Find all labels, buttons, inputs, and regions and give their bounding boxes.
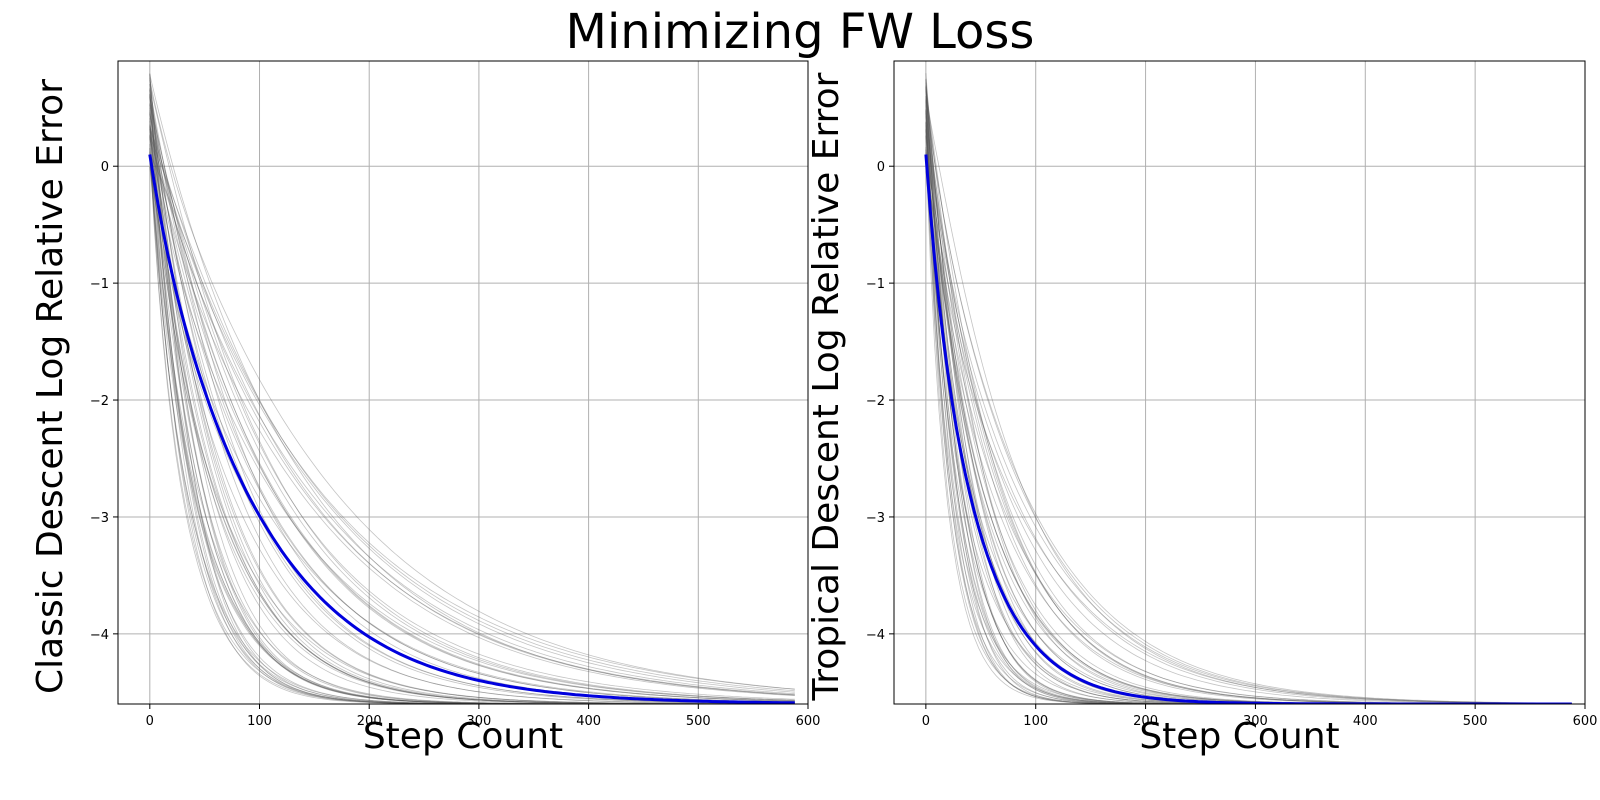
run-line [925, 97, 1572, 704]
x-tick-label: 400 [1353, 714, 1378, 729]
run-line [149, 94, 795, 704]
y-axis-label: Tropical Descent Log Relative Error [806, 72, 847, 701]
axes-frame [117, 60, 809, 705]
run-line [925, 147, 1572, 704]
run-line [149, 158, 795, 704]
run-line [925, 122, 1572, 704]
run-line [149, 154, 795, 704]
run-line [149, 124, 795, 695]
mean-line [924, 154, 1572, 704]
run-line [149, 95, 795, 702]
run-line [925, 109, 1572, 704]
run-line [149, 103, 795, 704]
run-line [925, 130, 1572, 704]
run-line [925, 85, 1572, 704]
run-line [925, 96, 1572, 704]
run-line [149, 88, 795, 704]
run-line [149, 129, 795, 696]
y-tick-label: −1 [866, 277, 885, 292]
run-line [149, 151, 795, 704]
classic-descent-panel: 0 100 200 300 400 500 600 0 −1 −2 −3 −4 Step Count Cl… [30, 60, 821, 757]
run-line [925, 78, 1572, 704]
run-line [149, 118, 795, 704]
x-tick-label: 100 [1023, 714, 1048, 729]
run-line [925, 79, 1572, 704]
y-axis-label: Classic Descent Log Relative Error [30, 79, 71, 694]
run-line [149, 136, 795, 692]
run-line [149, 138, 795, 695]
run-line [149, 104, 795, 702]
run-line [925, 86, 1572, 704]
run-line [149, 121, 795, 704]
run-line [149, 166, 795, 704]
run-line [149, 125, 795, 704]
x-tick-label: 600 [1573, 714, 1598, 729]
x-axis-label: Step Count [363, 716, 563, 757]
run-line [925, 100, 1572, 704]
x-tick-label: 600 [796, 714, 821, 729]
run-line [149, 126, 795, 696]
run-line [925, 158, 1572, 704]
mean-line [148, 154, 795, 704]
run-line [925, 134, 1572, 704]
run-line [149, 154, 795, 703]
run-line [149, 77, 795, 704]
x-axis-label: Step Count [1139, 716, 1339, 757]
run-line [149, 84, 795, 702]
axes-frame [893, 60, 1586, 705]
y-tick-label: 0 [877, 160, 885, 175]
run-line [149, 79, 795, 690]
run-line [149, 110, 795, 704]
tropical-descent-panel: 0 100 200 300 400 500 600 0 −1 −2 −3 −4 Step Count Tr… [806, 60, 1598, 757]
run-line [925, 154, 1572, 704]
y-tick-label: −3 [90, 511, 109, 526]
run-line [925, 111, 1572, 704]
x-tick-label: 100 [247, 714, 272, 729]
x-tick-label: 400 [576, 714, 601, 729]
run-line [149, 84, 795, 701]
y-tick-label: −2 [90, 394, 109, 409]
run-line [149, 74, 795, 696]
x-tick-label: 0 [146, 714, 154, 729]
run-line [925, 164, 1572, 704]
y-tick-label: −1 [90, 277, 109, 292]
run-line [149, 96, 795, 701]
run-line [149, 128, 795, 700]
run-line [149, 113, 795, 693]
run-line [925, 152, 1572, 704]
run-line [149, 153, 795, 690]
run-line [925, 109, 1572, 704]
x-tick-label: 500 [1463, 714, 1488, 729]
x-tick-label: 300 [1243, 714, 1268, 729]
y-tick-label: 0 [101, 160, 109, 175]
x-tick-label: 0 [922, 714, 930, 729]
y-tick-label: −4 [90, 628, 109, 643]
y-tick-label: −3 [866, 511, 885, 526]
run-line [149, 96, 795, 704]
run-line [149, 135, 795, 704]
x-tick-label: 200 [1133, 714, 1158, 729]
run-line [925, 136, 1572, 704]
run-line [925, 99, 1572, 704]
x-tick-label: 500 [686, 714, 711, 729]
x-tick-label: 300 [466, 714, 491, 729]
figure-title: Minimizing FW Loss [565, 4, 1035, 60]
run-line [925, 124, 1572, 704]
run-line [925, 105, 1572, 704]
y-tick-label: −4 [866, 628, 885, 643]
run-line [925, 89, 1572, 704]
x-tick-label: 200 [357, 714, 382, 729]
y-tick-label: −2 [866, 394, 885, 409]
run-line [149, 137, 795, 701]
run-line [925, 86, 1572, 704]
